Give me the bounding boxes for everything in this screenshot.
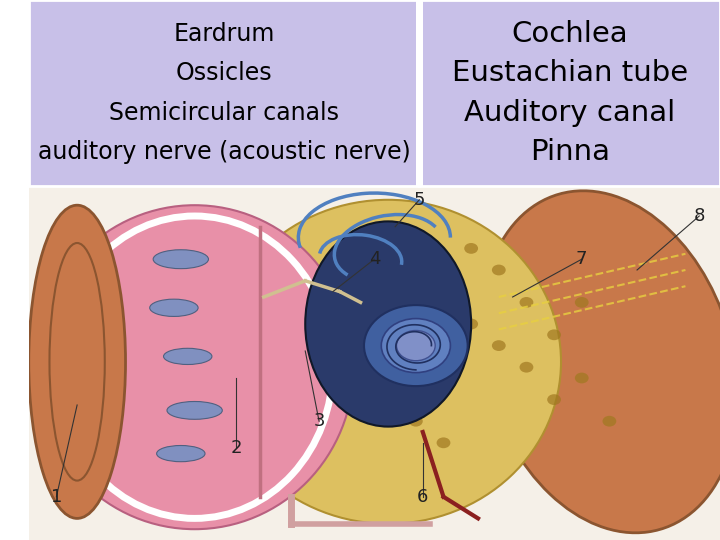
Circle shape (464, 243, 478, 254)
Circle shape (520, 362, 534, 373)
Text: 7: 7 (576, 250, 588, 268)
Text: 6: 6 (417, 488, 428, 506)
Circle shape (436, 437, 451, 448)
FancyBboxPatch shape (419, 0, 720, 186)
Text: 4: 4 (369, 250, 380, 268)
Text: 8: 8 (693, 207, 705, 225)
Text: Pinna: Pinna (530, 138, 610, 166)
Circle shape (382, 243, 395, 254)
Text: Ossicles: Ossicles (176, 62, 272, 85)
Text: Eustachian tube: Eustachian tube (451, 59, 688, 87)
Bar (29, 186, 720, 540)
Circle shape (547, 394, 561, 405)
Circle shape (436, 286, 451, 297)
Ellipse shape (481, 191, 720, 533)
Ellipse shape (167, 402, 222, 419)
Circle shape (492, 340, 505, 351)
Circle shape (547, 329, 561, 340)
Ellipse shape (305, 221, 471, 427)
Ellipse shape (36, 205, 354, 529)
Text: 2: 2 (230, 439, 242, 457)
Text: Auditory canal: Auditory canal (464, 99, 675, 127)
FancyBboxPatch shape (29, 0, 419, 186)
Circle shape (409, 416, 423, 427)
Text: Cochlea: Cochlea (511, 20, 628, 48)
Circle shape (520, 297, 534, 308)
Ellipse shape (153, 249, 209, 268)
Circle shape (326, 329, 340, 340)
Text: Semicircular canals: Semicircular canals (109, 101, 339, 125)
Text: auditory nerve (acoustic nerve): auditory nerve (acoustic nerve) (37, 140, 410, 164)
Circle shape (575, 297, 589, 308)
Text: Eardrum: Eardrum (174, 22, 275, 46)
Ellipse shape (29, 205, 125, 518)
Ellipse shape (157, 446, 205, 462)
Circle shape (364, 305, 468, 386)
Circle shape (409, 265, 423, 275)
Circle shape (492, 265, 505, 275)
Ellipse shape (150, 299, 198, 316)
Circle shape (409, 340, 423, 351)
Circle shape (603, 416, 616, 427)
Circle shape (397, 330, 435, 361)
Circle shape (354, 297, 367, 308)
Text: 3: 3 (313, 412, 325, 430)
Bar (416, 0, 423, 186)
Ellipse shape (215, 200, 561, 524)
Circle shape (354, 265, 367, 275)
Text: 5: 5 (413, 191, 425, 209)
Circle shape (382, 394, 395, 405)
Text: 1: 1 (50, 488, 62, 506)
Circle shape (382, 319, 451, 373)
Ellipse shape (163, 348, 212, 364)
Circle shape (354, 373, 367, 383)
Circle shape (436, 362, 451, 373)
Circle shape (382, 319, 395, 329)
Circle shape (464, 319, 478, 329)
Circle shape (575, 373, 589, 383)
